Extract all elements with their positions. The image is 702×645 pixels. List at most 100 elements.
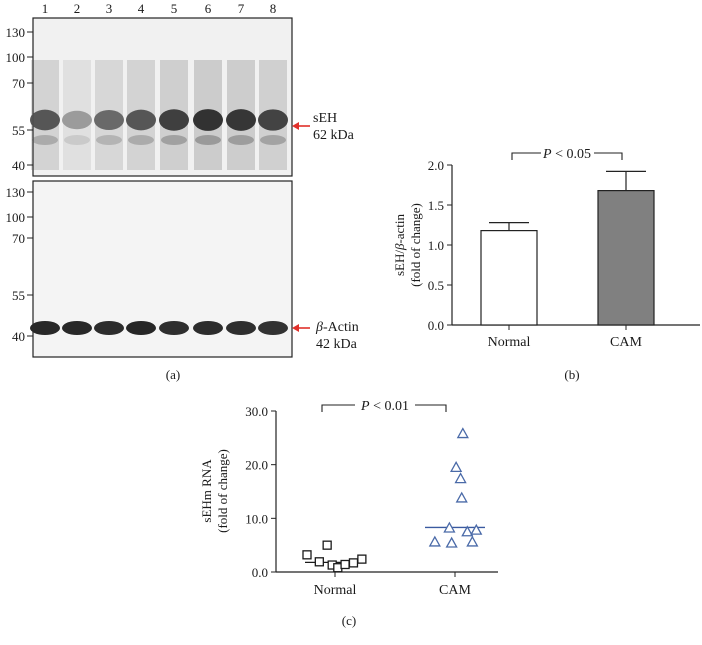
y-tick-label: 10.0: [245, 511, 268, 526]
lane-label: 5: [171, 1, 178, 16]
panel-b-caption: (b): [564, 367, 579, 382]
y-axis-label-bottom: (fold of change): [408, 203, 423, 287]
y-tick-label: 0.0: [428, 318, 444, 333]
data-point-normal: [357, 554, 367, 564]
y-tick-label: 1.5: [428, 198, 444, 213]
lower-band: [161, 135, 187, 145]
bottom-blot-markers: 130 100 70 55 40: [6, 185, 33, 344]
y-tick-label: 0.0: [252, 565, 268, 580]
lower-band: [195, 135, 221, 145]
data-point-normal: [302, 550, 312, 560]
marker-label: 130: [6, 185, 26, 200]
sEH-arrow-icon: [292, 122, 310, 130]
actin-band: [126, 321, 156, 335]
lower-band: [260, 135, 286, 145]
x-tick-label: Normal: [488, 335, 531, 350]
lane-label: 3: [106, 1, 113, 16]
marker-label: 70: [12, 76, 25, 91]
data-point-cam: [466, 535, 479, 547]
lane-labels: 1 2 3 4 5 6 7 8: [42, 1, 277, 16]
marker-label: 130: [6, 25, 26, 40]
data-point-cam: [454, 472, 467, 484]
significance-bracket-left: [511, 152, 541, 160]
marker-label: 40: [12, 158, 25, 173]
p-value-annotation: P < 0.01: [360, 399, 409, 414]
significance-bracket-right: [415, 404, 447, 412]
actin-band: [30, 321, 60, 335]
actin-band-label: β-Actin: [315, 320, 359, 335]
top-blot-frame: [32, 17, 293, 177]
data-point-normal: [348, 558, 359, 568]
sEH-band: [30, 109, 60, 131]
data-point-cam: [443, 521, 456, 533]
bar-cam: [597, 190, 655, 326]
scatter-chart: 0.0 10.0 20.0 30.0 Normal CAM P < 0.01 sEHm RNA…: [199, 399, 498, 628]
sEH-band: [126, 109, 156, 131]
data-point-cam: [450, 461, 463, 473]
lane-label: 8: [270, 1, 277, 16]
lower-band: [32, 135, 58, 145]
lane-label: 6: [205, 1, 212, 16]
lane-label: 1: [42, 1, 49, 16]
marker-label: 100: [6, 50, 26, 65]
lower-band: [128, 135, 154, 145]
actin-arrow-icon: [292, 324, 310, 332]
data-point-normal: [322, 540, 332, 550]
data-point-normal: [314, 557, 324, 567]
sEH-band-size: 62 kDa: [313, 128, 355, 143]
panel-a: 1 2 3 4 5 6 7 8 130 100 70 55 40 130 100 70 55 40 sEH 6…: [6, 1, 359, 382]
x-tick-label: CAM: [439, 583, 471, 598]
significance-bracket-right: [594, 152, 623, 160]
panel-c: 0.0 10.0 20.0 30.0 Normal CAM P < 0.01 sEHm RNA…: [199, 399, 498, 628]
top-blot-markers: 130 100 70 55 40: [6, 25, 33, 173]
data-point-cam: [445, 536, 458, 548]
y-tick-label: 0.5: [428, 278, 444, 293]
marker-label: 100: [6, 210, 26, 225]
actin-band: [94, 321, 124, 335]
bar-normal: [480, 230, 538, 326]
sEH-band-label: sEH: [313, 111, 337, 126]
p-value-annotation: P < 0.05: [542, 147, 591, 162]
y-tick-label: 20.0: [245, 458, 268, 473]
lower-band: [64, 135, 90, 145]
x-tick-label: Normal: [314, 583, 357, 598]
top-blot-bands: [30, 60, 288, 170]
y-tick-label: 30.0: [245, 404, 268, 419]
y-axis-label-top: sEH/β-actin: [392, 213, 407, 276]
y-tick-label: 2.0: [428, 158, 444, 173]
data-point-cam: [470, 523, 483, 535]
bar-chart: 0.0 0.5 1.0 1.5 2.0 Normal CAM P < 0.05 sEH/β-ac…: [392, 147, 700, 382]
marker-label: 70: [12, 231, 25, 246]
y-tick-label: 1.0: [428, 238, 444, 253]
lane-label: 2: [74, 1, 81, 16]
data-point-cam: [455, 491, 468, 503]
y-axis-label-bottom: (fold of change): [215, 449, 230, 533]
marker-label: 55: [12, 123, 25, 138]
y-axis-label-top: sEHm RNA: [199, 459, 214, 523]
sEH-band: [62, 110, 92, 130]
data-point-cam: [461, 525, 474, 537]
sEH-band: [193, 109, 223, 131]
lane-label: 7: [238, 1, 245, 16]
marker-label: 40: [12, 329, 25, 344]
sEH-band: [159, 109, 189, 131]
lower-band: [228, 135, 254, 145]
actin-band: [193, 321, 223, 335]
marker-label: 55: [12, 288, 25, 303]
significance-bracket-left: [321, 404, 355, 412]
sEH-band: [258, 109, 288, 131]
panel-c-caption: (c): [342, 613, 356, 628]
x-tick-label: CAM: [610, 335, 642, 350]
bottom-blot-bands: [30, 321, 288, 335]
panel-b: 0.0 0.5 1.0 1.5 2.0 Normal CAM P < 0.05 sEH/β-ac…: [392, 147, 700, 382]
data-point-normal: [340, 559, 350, 570]
sEH-band: [226, 109, 256, 131]
actin-band: [226, 321, 256, 335]
actin-band: [258, 321, 288, 335]
actin-band-size: 42 kDa: [316, 337, 358, 352]
actin-band: [62, 321, 92, 335]
lane-label: 4: [138, 1, 145, 16]
actin-band: [159, 321, 189, 335]
panel-a-caption: (a): [166, 367, 180, 382]
